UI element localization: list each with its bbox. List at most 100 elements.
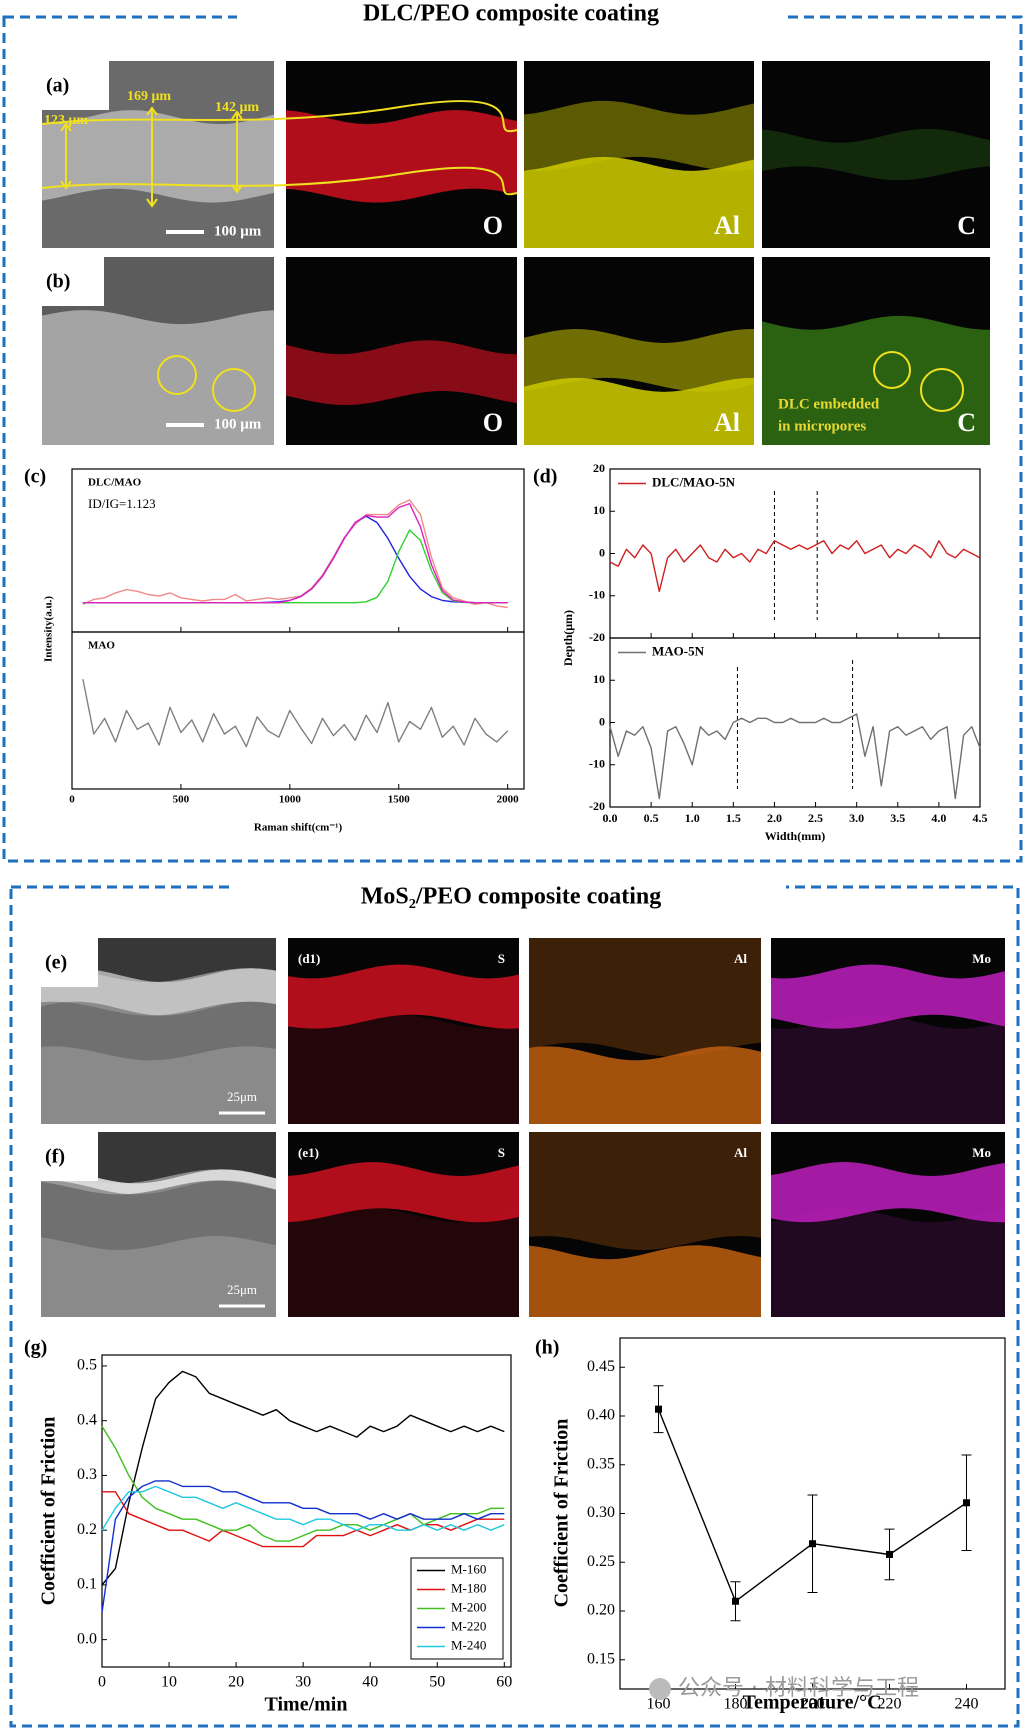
image-region (288, 1162, 519, 1223)
data-point (886, 1550, 893, 1558)
image-region (529, 1132, 761, 1250)
legend-label: DLC/MAO-5N (652, 474, 736, 489)
element-label: S (498, 951, 505, 966)
image-region (771, 1162, 1005, 1223)
scale-bar-label: 100 μm (214, 416, 262, 432)
image-region (288, 1014, 519, 1124)
x-tick-label: 20 (228, 1674, 244, 1691)
image-region (288, 1208, 519, 1317)
pore-marker (920, 368, 964, 412)
y-tick-label: 0.45 (587, 1358, 615, 1375)
y-tick-label: 0.2 (77, 1521, 97, 1538)
image-region (286, 110, 517, 203)
image-region (529, 938, 761, 1057)
legend-label: M-180 (451, 1580, 486, 1595)
x-axis-label: Time/min (265, 1694, 348, 1716)
panel-label: (g) (24, 1337, 47, 1359)
x-axis-label: Raman shift(cm⁻¹) (254, 822, 343, 834)
y-tick-label: 0 (599, 545, 605, 559)
data-line (82, 678, 509, 748)
image-region (41, 1169, 276, 1195)
x-tick-label: 1.0 (685, 811, 700, 825)
plot-frame (71, 468, 525, 633)
x-tick-label: 40 (362, 1674, 378, 1691)
y-axis-label: Coefficient of Friction (551, 1419, 573, 1608)
annotation: in micropores (778, 418, 866, 434)
element-label: C (957, 408, 976, 437)
y-tick-label: 0.3 (77, 1466, 97, 1483)
data-line (82, 502, 508, 604)
image-region (41, 1180, 276, 1250)
element-label: Al (734, 951, 747, 966)
y-tick-label: 0.0 (77, 1630, 97, 1647)
element-label: Al (714, 408, 740, 437)
x-tick-label: 4.5 (973, 811, 988, 825)
map-tag: (d1) (298, 951, 320, 966)
panel-label: (c) (24, 466, 46, 488)
data-line (609, 713, 981, 800)
panel-label: (f) (45, 1146, 65, 1168)
scale-bar-label: 25μm (227, 1089, 257, 1104)
panel-label: (a) (46, 75, 69, 97)
x-tick-label: 200 (801, 1696, 825, 1713)
y-tick-label: 0.40 (587, 1407, 615, 1424)
pore-marker (873, 351, 911, 389)
y-axis-label: Coefficient of Friction (38, 1417, 60, 1606)
element-label: O (483, 211, 503, 240)
y-tick-label: 0.1 (77, 1576, 97, 1593)
y-tick-label: 0.15 (587, 1650, 615, 1667)
pore-marker (212, 368, 256, 412)
y-axis-label: Depth(μm) (561, 610, 575, 666)
x-tick-label: 2.5 (808, 811, 823, 825)
y-tick-label: -10 (589, 757, 605, 771)
data-point (809, 1540, 816, 1548)
image-corner (41, 256, 104, 306)
element-map (762, 61, 990, 248)
element-label: Mo (972, 951, 991, 966)
x-tick-label: 0.5 (644, 811, 659, 825)
x-tick-label: 500 (173, 794, 190, 806)
legend-label: M-160 (451, 1561, 486, 1576)
x-tick-label: 50 (429, 1674, 445, 1691)
watermark: 公众号 · 材料科学与工程 (678, 1676, 919, 1701)
data-point (963, 1499, 970, 1507)
x-tick-label: 1000 (279, 794, 302, 806)
x-tick-label: 0 (69, 794, 75, 806)
section-frame (2, 15, 1023, 863)
element-label: Al (714, 211, 740, 240)
annotation: ID/IG=1.123 (88, 496, 156, 511)
scale-bar-label: 25μm (227, 1282, 257, 1297)
coating-outline (41, 166, 518, 196)
x-tick-label: 220 (878, 1696, 902, 1713)
y-tick-label: 0.5 (77, 1357, 97, 1374)
element-map (288, 1132, 519, 1317)
x-tick-label: 160 (647, 1696, 671, 1713)
x-tick-label: 2000 (497, 794, 520, 806)
x-tick-label: 10 (161, 1674, 177, 1691)
y-tick-label: 0.4 (77, 1411, 97, 1428)
y-tick-label: 0.25 (587, 1553, 615, 1570)
image-region (771, 1208, 1005, 1317)
map-tag: (e1) (298, 1145, 319, 1160)
image-region (41, 1132, 276, 1184)
y-tick-label: 10 (593, 503, 605, 517)
x-tick-label: 1.5 (726, 811, 741, 825)
x-tick-label: 3.0 (849, 811, 864, 825)
x-axis-label: Width(mm) (765, 829, 825, 843)
data-line (609, 540, 981, 593)
panel-label: (b) (46, 271, 70, 293)
section-title: MoS₂/PEO composite coating (361, 884, 662, 910)
thickness-arrow (146, 106, 158, 208)
thickness-arrow (231, 110, 243, 194)
y-tick-label: 0 (599, 714, 605, 728)
x-tick-label: 2.0 (767, 811, 782, 825)
plot-frame (101, 1354, 512, 1668)
data-point (655, 1405, 662, 1413)
section-title: DLC/PEO composite coating (363, 1, 659, 27)
x-tick-label: 1500 (388, 794, 411, 806)
panel-label: (h) (535, 1337, 559, 1359)
image-region (529, 1245, 761, 1317)
y-tick-label: -20 (589, 630, 605, 644)
element-label: O (483, 408, 503, 437)
